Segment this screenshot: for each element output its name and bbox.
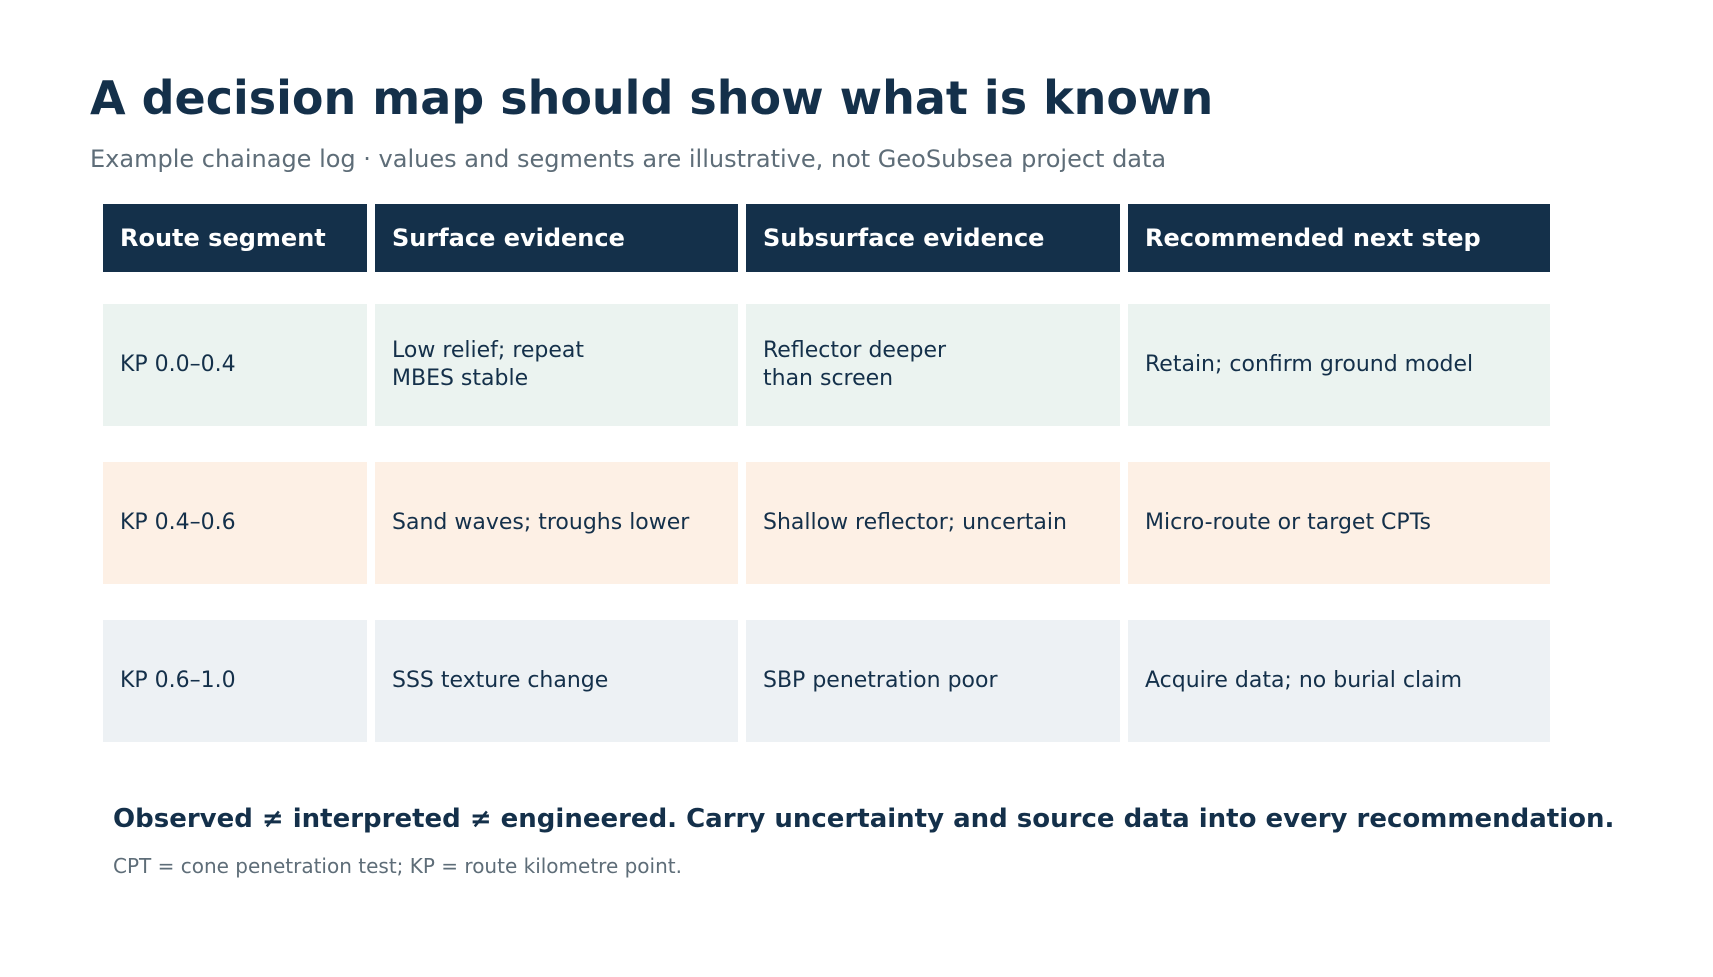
cell-subsurface-evidence: SBP penetration poor (746, 620, 1120, 742)
cell-surface-evidence: Low relief; repeat MBES stable (375, 304, 738, 426)
header-surface-evidence: Surface evidence (375, 204, 738, 272)
header-subsurface-evidence: Subsurface evidence (746, 204, 1120, 272)
cell-subsurface-evidence: Shallow reflector; uncertain (746, 462, 1120, 584)
cell-surface-evidence: SSS texture change (375, 620, 738, 742)
cell-route-segment: KP 0.4–0.6 (103, 462, 367, 584)
decision-table: Route segment Surface evidence Subsurfac… (103, 204, 1550, 742)
cell-next-step: Micro-route or target CPTs (1128, 462, 1550, 584)
header-next-step: Recommended next step (1128, 204, 1550, 272)
key-message: Observed ≠ interpreted ≠ engineered. Car… (113, 804, 1615, 834)
cell-surface-evidence: Sand waves; troughs lower (375, 462, 738, 584)
cell-subsurface-evidence: Reflector deeper than screen (746, 304, 1120, 426)
page-title: A decision map should show what is known (90, 71, 1214, 125)
cell-route-segment: KP 0.0–0.4 (103, 304, 367, 426)
page-subtitle: Example chainage log · values and segmen… (90, 145, 1167, 173)
header-route-segment: Route segment (103, 204, 367, 272)
cell-next-step: Acquire data; no burial claim (1128, 620, 1550, 742)
abbreviation-note: CPT = cone penetration test; KP = route … (113, 854, 682, 878)
cell-route-segment: KP 0.6–1.0 (103, 620, 367, 742)
cell-next-step: Retain; confirm ground model (1128, 304, 1550, 426)
